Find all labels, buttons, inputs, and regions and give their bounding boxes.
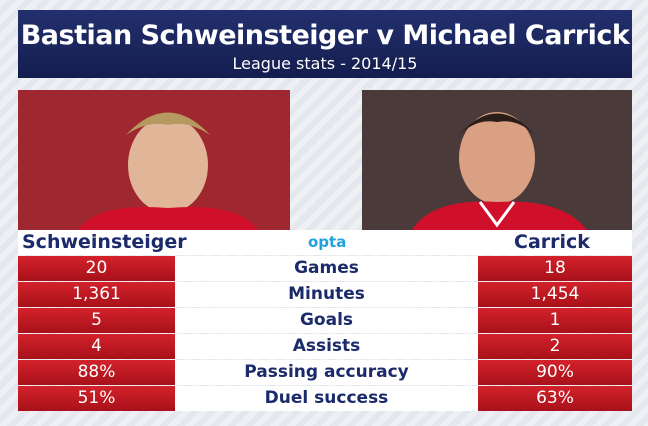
photo-left xyxy=(18,90,290,230)
left-value: 51% xyxy=(18,386,175,411)
stat-label: Minutes xyxy=(288,284,365,304)
right-value: 18 xyxy=(478,256,632,281)
stat-row: 5 Goals 1 xyxy=(18,308,632,333)
stat-row: 88% Passing accuracy 90% xyxy=(18,360,632,385)
left-value: 88% xyxy=(18,360,175,385)
left-value: 1,361 xyxy=(18,282,175,307)
stats-table: 20 Games 18 1,361 Minutes 1,454 5 Goals 1 4 Assist… xyxy=(18,256,632,412)
stat-row: 4 Assists 2 xyxy=(18,334,632,359)
stat-label: Assists xyxy=(292,336,361,356)
right-value: 1,454 xyxy=(478,282,632,307)
names-bar: Schweinsteiger opta Carrick xyxy=(18,230,632,255)
subtitle: League stats - 2014/15 xyxy=(232,54,418,73)
player-left: Schweinsteiger xyxy=(22,231,187,253)
right-value: 63% xyxy=(478,386,632,411)
player-right: Carrick xyxy=(514,231,590,253)
left-value: 20 xyxy=(18,256,175,281)
left-value: 4 xyxy=(18,334,175,359)
title: Bastian Schweinsteiger v Michael Carrick xyxy=(20,20,630,51)
stat-label: Goals xyxy=(299,310,354,330)
left-value: 5 xyxy=(18,308,175,333)
logo: opta xyxy=(308,233,347,251)
header: Bastian Schweinsteiger v Michael Carrick… xyxy=(18,10,632,78)
stat-label: Passing accuracy xyxy=(244,362,409,382)
stat-row: 1,361 Minutes 1,454 xyxy=(18,282,632,307)
stat-label: Duel success xyxy=(264,388,389,408)
stat-label: Games xyxy=(294,258,359,278)
right-value: 1 xyxy=(478,308,632,333)
stat-row: 51% Duel success 63% xyxy=(18,386,632,411)
stat-row: 20 Games 18 xyxy=(18,256,632,281)
photo-right xyxy=(362,90,632,230)
right-value: 90% xyxy=(478,360,632,385)
right-value: 2 xyxy=(478,334,632,359)
